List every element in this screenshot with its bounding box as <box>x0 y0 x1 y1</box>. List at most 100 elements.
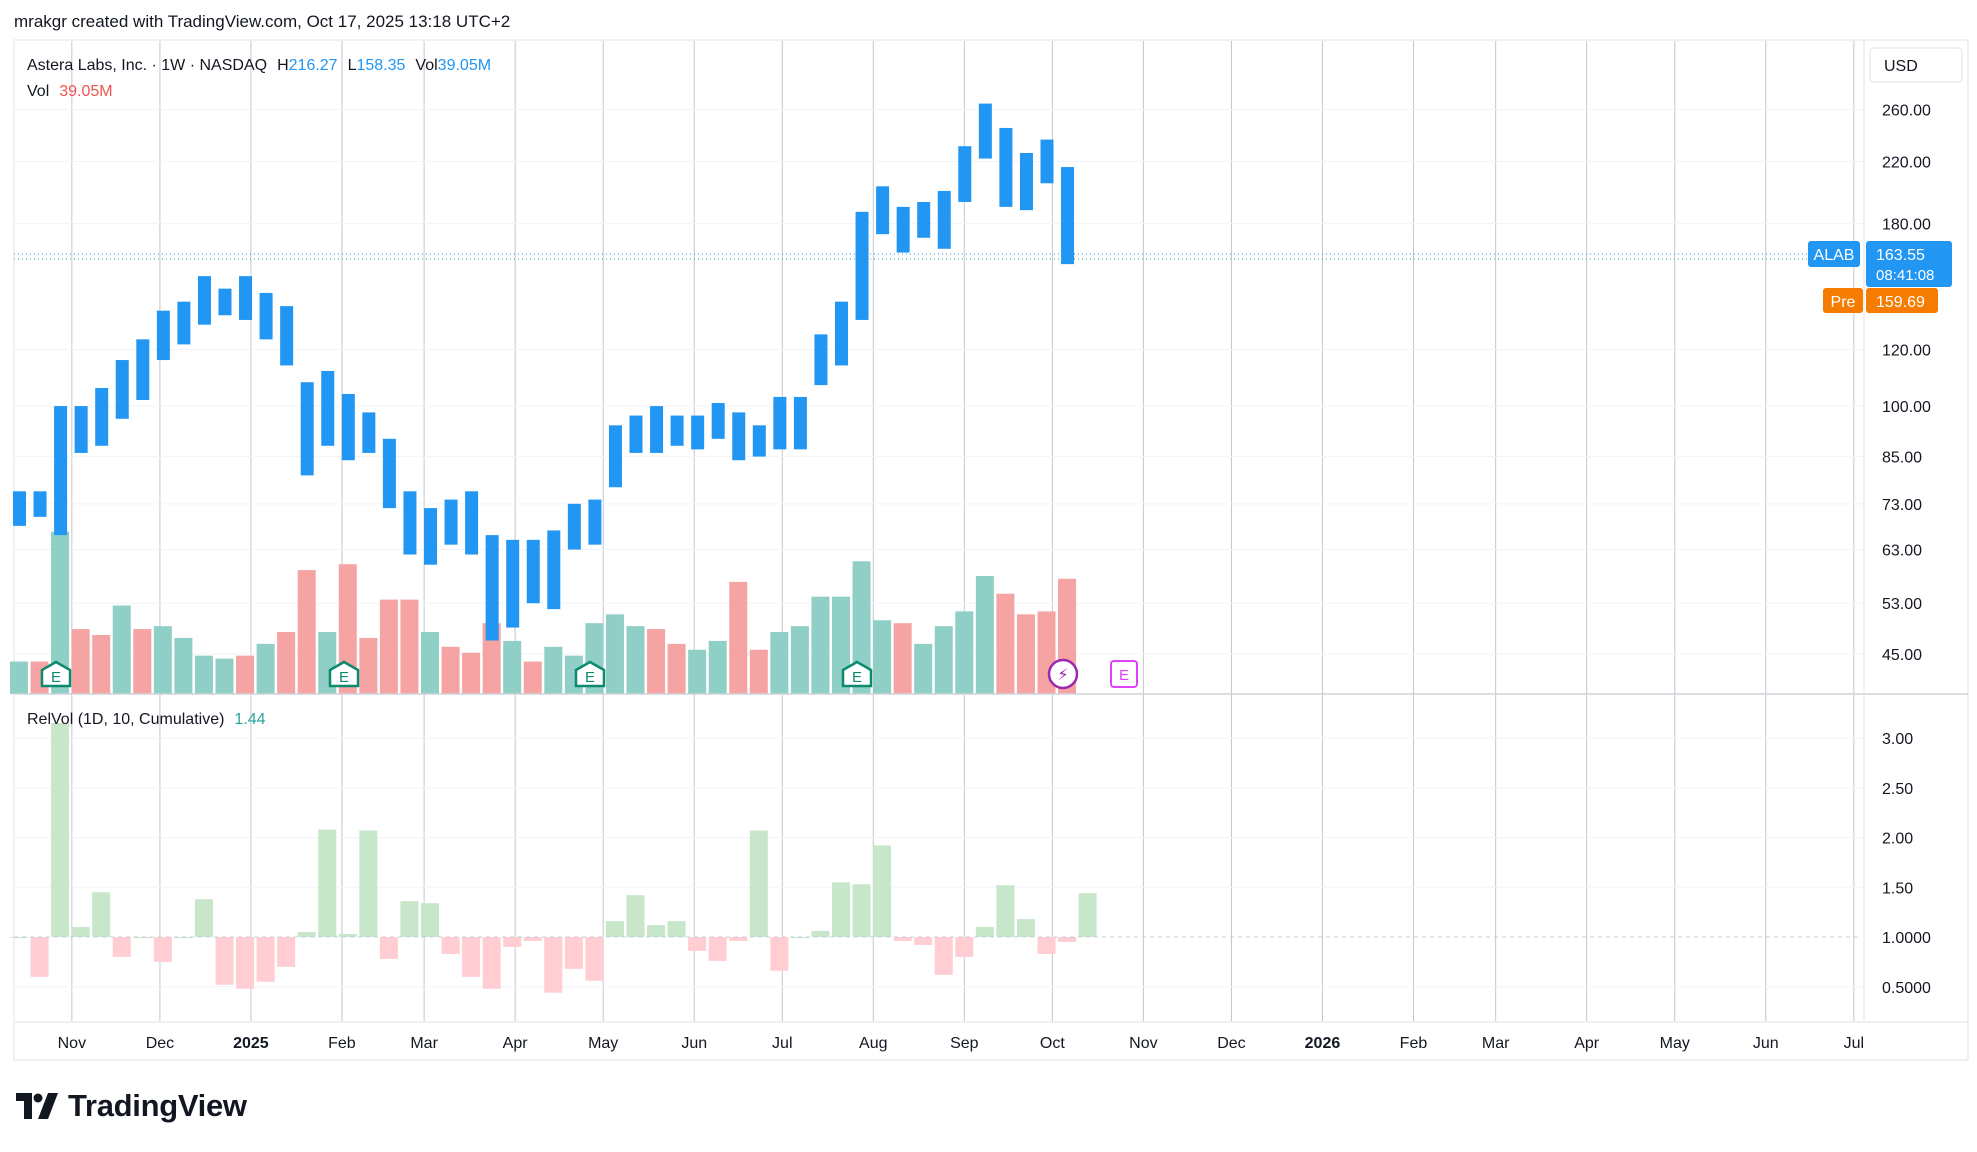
relvol-bar <box>605 921 624 937</box>
currency-selector[interactable]: USD <box>1869 47 1963 83</box>
volume-bar <box>975 576 994 694</box>
time-tick-label: Jun <box>681 1035 707 1052</box>
earnings-marker-letter: E <box>585 669 595 686</box>
grid-lines <box>14 41 1864 1021</box>
price-bar <box>629 415 643 453</box>
price-bar <box>177 301 191 345</box>
volume-bars <box>10 531 1077 694</box>
price-bar <box>13 491 26 526</box>
price-bar <box>1061 167 1075 265</box>
relvol-tick-label: 2.50 <box>1882 781 1913 798</box>
volume-bar <box>605 614 624 694</box>
price-bars <box>13 103 1075 641</box>
currency-label[interactable]: USD <box>1884 58 1918 75</box>
price-bar <box>54 406 68 536</box>
relvol-bar <box>1016 919 1035 937</box>
time-tick-label: Nov <box>58 1035 86 1052</box>
price-axis[interactable]: 260.00 220.00 180.00 120.00 100.00 85.00 73.00… <box>1882 103 1931 665</box>
price-bar <box>896 206 910 253</box>
volume-bar <box>297 570 316 694</box>
time-tick-label: Apr <box>503 1035 529 1052</box>
volume-bar <box>92 635 111 694</box>
price-bar <box>300 382 314 476</box>
symbol-price-marker: ALAB 163.55 08:41:08 <box>1808 241 1952 287</box>
time-tick-label: May <box>1660 1035 1690 1052</box>
relvol-bar <box>975 927 994 937</box>
relvol-bar <box>318 829 337 937</box>
relvol-bar <box>421 903 439 937</box>
tradingview-brand[interactable]: TradingView <box>16 1088 247 1124</box>
volume-bar <box>379 599 398 694</box>
time-tick-label: Jul <box>1844 1035 1864 1052</box>
price-bar <box>403 491 417 555</box>
relvol-tick-label: 1.50 <box>1882 880 1913 897</box>
volume-bar <box>71 629 90 694</box>
relvol-bar <box>832 882 850 937</box>
earnings-marker[interactable]: E <box>574 660 606 688</box>
relvol-bar <box>626 895 645 937</box>
volume-bar <box>215 658 234 694</box>
price-bar <box>650 406 664 453</box>
price-bar <box>567 503 581 550</box>
time-tick-label: Apr <box>1574 1035 1600 1052</box>
price-bar <box>506 539 520 628</box>
volume-bar <box>790 626 809 694</box>
relvol-bar <box>194 899 213 937</box>
future-earnings-marker[interactable]: E <box>1110 660 1138 688</box>
relvol-bar <box>112 937 131 957</box>
price-bar <box>465 491 479 555</box>
volume-bar <box>400 599 419 694</box>
volume-legend: Vol 39.05M <box>27 83 113 100</box>
dividend-marker[interactable]: ⚡ <box>1047 658 1079 690</box>
time-tick-label: Aug <box>859 1035 887 1052</box>
price-bar <box>711 403 725 439</box>
relvol-legend: RelVol (1D, 10, Cumulative) 1.44 <box>27 711 266 728</box>
volume-bar <box>544 646 563 694</box>
relvol-bar <box>256 937 275 982</box>
volume-bar <box>133 629 152 694</box>
relvol-bar <box>51 723 70 937</box>
volume-bar <box>749 649 768 694</box>
relvol-bar <box>873 845 892 937</box>
relvol-bar <box>30 937 49 977</box>
price-bar <box>526 539 540 604</box>
volume-bar <box>441 646 460 694</box>
volume-bar <box>194 655 213 694</box>
price-tick-label: 180.00 <box>1882 217 1931 234</box>
last-price-label: 163.55 <box>1876 247 1925 264</box>
relvol-bar <box>770 937 789 971</box>
volume-bar <box>708 640 727 694</box>
volume-bar <box>688 649 707 694</box>
price-bar <box>280 306 294 366</box>
price-bar <box>424 508 437 565</box>
price-tick-label: 73.00 <box>1882 497 1922 514</box>
price-bar <box>732 412 746 461</box>
price-bar <box>259 292 273 340</box>
earnings-marker[interactable]: E <box>841 660 873 688</box>
price-tick-label: 85.00 <box>1882 450 1922 467</box>
price-bar <box>74 406 88 453</box>
price-bar <box>362 412 376 453</box>
earnings-marker[interactable]: E <box>40 660 72 688</box>
time-axis[interactable]: Nov Dec 2025 Feb Mar Apr May Jun Jul Aug Sep Oct Nov… <box>58 1035 1864 1052</box>
volume-bar <box>174 637 193 694</box>
price-tick-label: 120.00 <box>1882 343 1931 360</box>
earnings-marker[interactable]: E <box>328 660 360 688</box>
time-tick-label: 2026 <box>1305 1035 1341 1052</box>
relvol-bar <box>811 931 830 937</box>
relvol-bar <box>297 932 316 937</box>
relvol-axis[interactable]: 3.00 2.50 2.00 1.50 1.0000 0.5000 <box>1882 731 1931 997</box>
volume-bar <box>51 531 70 694</box>
price-bar <box>937 190 951 249</box>
price-tick-label: 220.00 <box>1882 154 1931 171</box>
relvol-bar <box>564 937 583 969</box>
relvol-bar <box>1037 937 1056 954</box>
volume-bar <box>236 655 255 694</box>
relvol-bar <box>1078 893 1097 937</box>
volume-bar <box>421 632 439 694</box>
price-bar <box>773 396 787 450</box>
price-tick-label: 100.00 <box>1882 399 1931 416</box>
price-bar <box>95 388 109 446</box>
time-tick-label: 2025 <box>233 1035 269 1052</box>
